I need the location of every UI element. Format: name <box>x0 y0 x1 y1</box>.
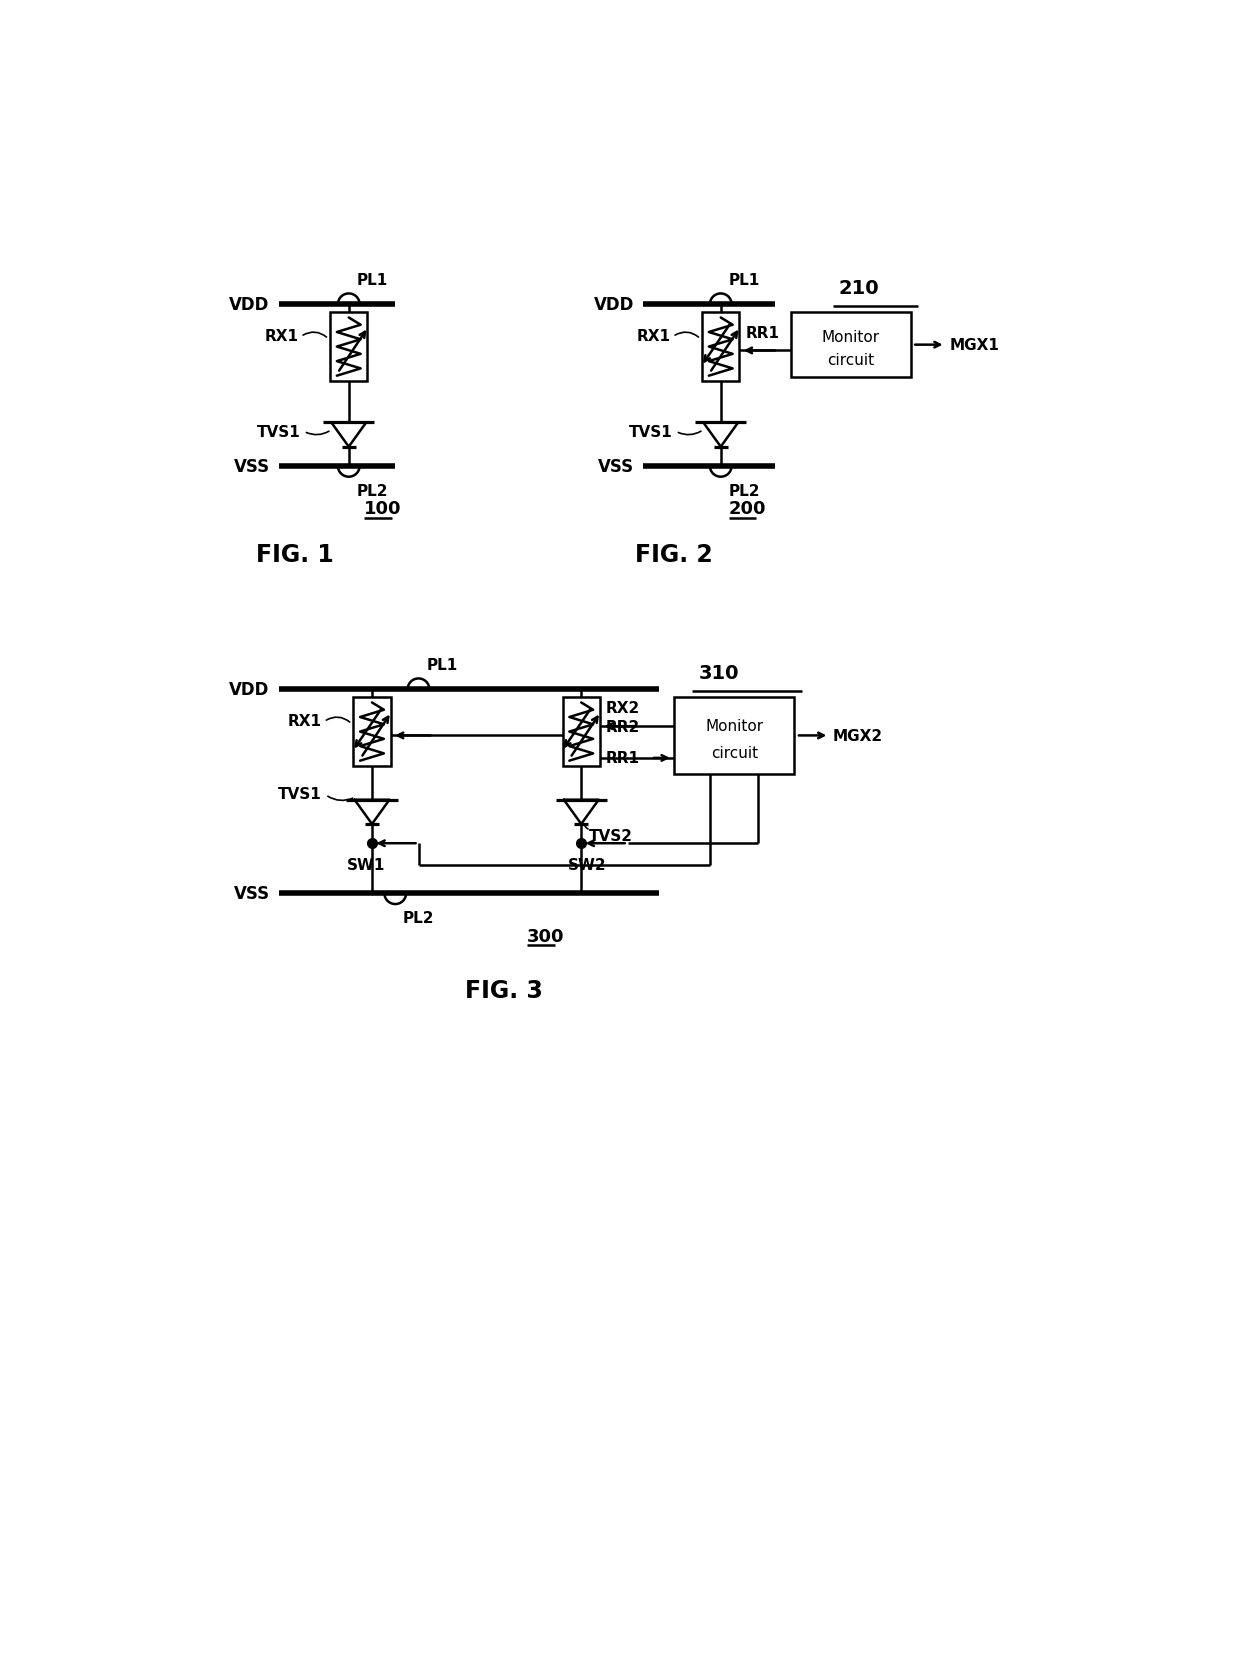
Text: PL2: PL2 <box>403 911 434 926</box>
Text: PL2: PL2 <box>357 484 388 499</box>
Text: MGX1: MGX1 <box>950 338 999 353</box>
Bar <box>702 313 739 383</box>
Bar <box>563 698 600 767</box>
Text: SW2: SW2 <box>568 858 606 873</box>
Text: TVS1: TVS1 <box>629 424 672 439</box>
Text: VDD: VDD <box>229 297 270 315</box>
Text: RX1: RX1 <box>264 328 299 343</box>
Text: 100: 100 <box>365 500 402 519</box>
Text: TVS1: TVS1 <box>278 785 321 802</box>
Bar <box>791 313 910 378</box>
Text: 210: 210 <box>838 278 879 297</box>
Bar <box>675 698 795 774</box>
Text: Monitor: Monitor <box>821 330 879 345</box>
Text: VSS: VSS <box>233 457 270 476</box>
Text: RR1: RR1 <box>606 751 640 766</box>
Text: MGX2: MGX2 <box>833 729 883 744</box>
Text: VDD: VDD <box>594 297 634 315</box>
Text: VSS: VSS <box>233 885 270 903</box>
Bar <box>353 698 391 767</box>
Text: PL1: PL1 <box>357 273 388 288</box>
Text: circuit: circuit <box>711 746 758 761</box>
Text: RR2: RR2 <box>606 719 640 734</box>
Text: PL1: PL1 <box>729 273 760 288</box>
Text: PL1: PL1 <box>427 658 458 673</box>
Text: PL2: PL2 <box>729 484 760 499</box>
Text: FIG. 2: FIG. 2 <box>635 543 713 567</box>
Text: RX2: RX2 <box>606 701 640 716</box>
Text: RX1: RX1 <box>288 713 321 727</box>
Text: 310: 310 <box>698 663 739 683</box>
Text: TVS1: TVS1 <box>257 424 300 439</box>
Text: VDD: VDD <box>229 681 270 699</box>
Text: 300: 300 <box>527 926 564 944</box>
Text: TVS2: TVS2 <box>589 828 632 843</box>
Text: RX1: RX1 <box>636 328 671 343</box>
Text: FIG. 1: FIG. 1 <box>255 543 334 567</box>
Text: RR1: RR1 <box>745 326 780 341</box>
Bar <box>330 313 367 383</box>
Text: circuit: circuit <box>827 353 874 368</box>
Text: SW1: SW1 <box>347 858 384 873</box>
Text: Monitor: Monitor <box>706 719 764 734</box>
Text: 200: 200 <box>729 500 766 519</box>
Text: VSS: VSS <box>598 457 634 476</box>
Text: FIG. 3: FIG. 3 <box>465 978 543 1002</box>
